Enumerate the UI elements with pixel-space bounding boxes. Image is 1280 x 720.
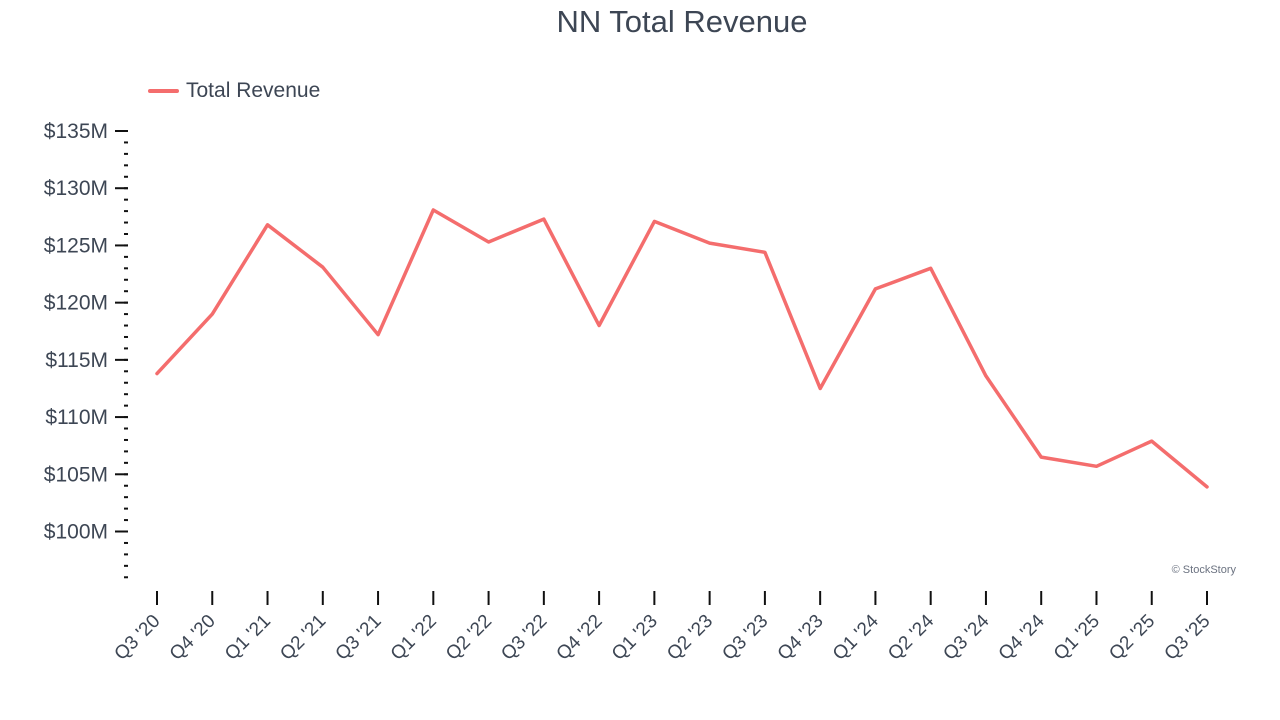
legend-label: Total Revenue [186,79,321,102]
x-tick-label: Q3 '21 [332,611,386,665]
y-tick-label: $130M [44,177,108,200]
x-tick-label: Q4 '23 [774,611,828,665]
x-axis: Q3 '20 Q4 '20 Q1 '21 Q2 '21 Q3 '21 Q1 '22 Q2 '… [111,591,1215,665]
series-layer [155,208,1209,489]
x-tick-label: Q1 '25 [1050,611,1104,665]
x-tick-label: Q3 '25 [1161,611,1215,665]
x-tick-label: Q2 '23 [663,611,717,665]
legend-swatch [148,89,179,93]
y-tick-label: $105M [44,463,108,486]
x-tick-label: Q1 '23 [608,611,662,665]
series-line-total-revenue [155,208,1209,489]
x-tick-label: Q4 '22 [553,611,607,665]
x-tick-label: Q4 '20 [166,611,220,665]
x-tick-label: Q3 '24 [939,610,993,664]
chart-title: NN Total Revenue [556,4,808,39]
x-tick-label: Q1 '21 [221,611,275,665]
y-axis: $100M $105M $110M $115M $120M $125M $130M $135M [44,120,128,579]
legend: Total Revenue [148,79,320,103]
x-tick-label: Q1 '24 [829,610,883,664]
x-tick-label: Q2 '24 [884,610,938,664]
y-tick-label: $125M [44,234,108,257]
x-tick-label: Q4 '24 [995,610,1049,664]
x-tick-label: Q2 '22 [442,611,496,665]
x-tick-label: Q2 '25 [1105,611,1159,665]
x-tick-label: Q2 '21 [276,611,330,665]
y-tick-label: $110M [45,406,108,429]
x-tick-label: Q1 '22 [387,611,441,665]
x-tick-label: Q3 '23 [718,611,772,665]
x-tick-label: Q3 '22 [497,611,551,665]
y-tick-label: $135M [44,120,108,143]
x-tick-label: Q3 '20 [111,611,165,665]
y-tick-label: $100M [44,521,108,544]
credit-text: © StockStory [1171,564,1236,576]
y-tick-label: $115M [45,349,108,372]
y-tick-label: $120M [44,292,108,315]
